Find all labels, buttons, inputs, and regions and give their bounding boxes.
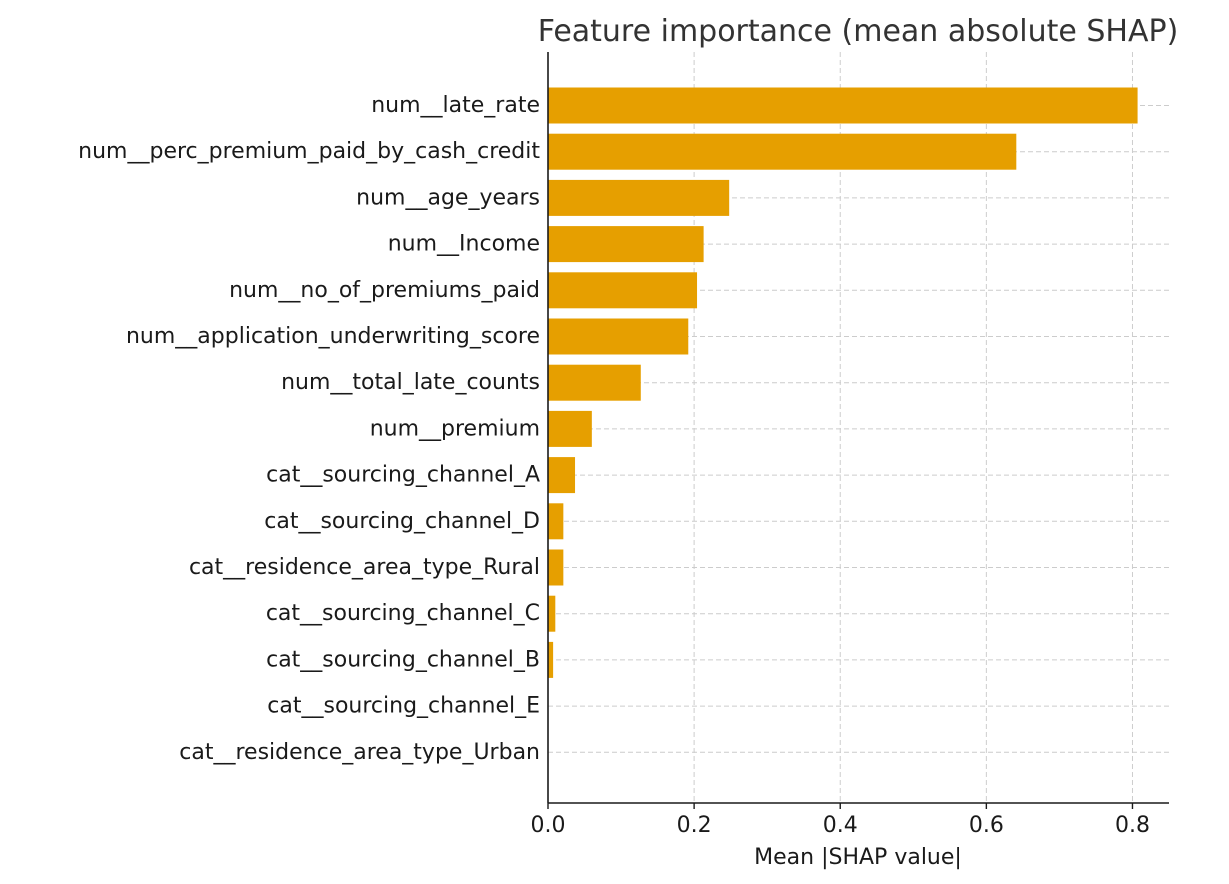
bar-cat__sourcing_channel_C [548, 595, 556, 632]
chart-title: Feature importance (mean absolute SHAP) [538, 14, 1179, 49]
bar-num__age_years [548, 179, 730, 216]
category-label-10: cat__residence_area_type_Rural [189, 555, 540, 580]
bar-num__premium [548, 410, 592, 447]
bar-num__Income [548, 226, 704, 263]
bar-num__perc_premium_paid_by_cash_credit [548, 133, 1017, 170]
x-tick-label-2: 0.4 [823, 813, 858, 838]
category-label-7: num__premium [370, 416, 540, 441]
axes: 0.0 0.2 0.4 0.6 0.8 [531, 52, 1169, 838]
category-label-11: cat__sourcing_channel_C [266, 601, 540, 626]
x-tick-label-1: 0.2 [677, 813, 712, 838]
category-label-12: cat__sourcing_channel_B [266, 647, 540, 672]
category-label-0: num__late_rate [371, 93, 540, 118]
category-label-4: num__no_of_premiums_paid [229, 278, 540, 303]
category-label-5: num__application_underwriting_score [126, 324, 540, 349]
category-label-8: cat__sourcing_channel_A [266, 463, 540, 488]
x-tick-label-0: 0.0 [531, 813, 566, 838]
bar-num__no_of_premiums_paid [548, 272, 698, 309]
category-labels: num__late_rate num__perc_premium_paid_by_… [78, 93, 540, 765]
bar-cat__sourcing_channel_B [548, 641, 554, 678]
x-tick-label-3: 0.6 [969, 813, 1004, 838]
bar-num__application_underwriting_score [548, 318, 689, 355]
bar-cat__residence_area_type_Rural [548, 549, 564, 586]
category-label-6: num__total_late_counts [281, 370, 540, 395]
grid-lines [548, 52, 1169, 803]
category-label-9: cat__sourcing_channel_D [264, 509, 540, 534]
bar-cat__sourcing_channel_D [548, 503, 564, 540]
x-axis-label: Mean |SHAP value| [754, 845, 962, 870]
category-label-1: num__perc_premium_paid_by_cash_credit [78, 139, 540, 164]
bar-num__total_late_counts [548, 364, 641, 401]
bar-num__late_rate [548, 87, 1138, 124]
category-label-2: num__age_years [356, 185, 540, 210]
category-label-14: cat__residence_area_type_Urban [179, 740, 540, 765]
category-label-13: cat__sourcing_channel_E [267, 694, 540, 719]
category-label-3: num__Income [388, 232, 540, 257]
bar-cat__sourcing_channel_A [548, 457, 576, 494]
bars [548, 87, 1138, 678]
x-tick-label-4: 0.8 [1115, 813, 1150, 838]
